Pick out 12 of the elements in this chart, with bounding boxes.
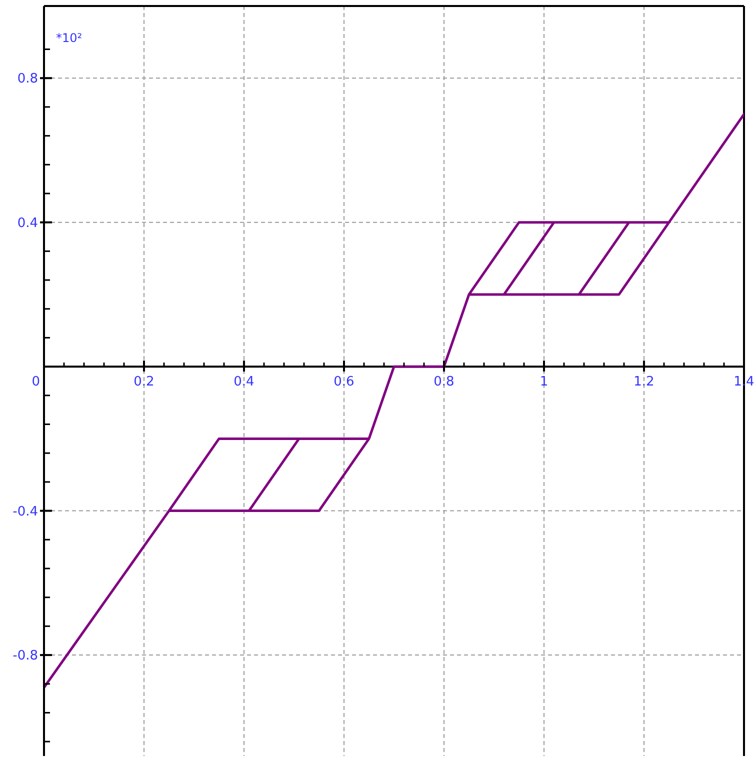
y-tick-label: 0.8 — [17, 72, 38, 87]
x-tick-label: 1.2 — [634, 374, 654, 390]
y-tick-label: -0.8 — [12, 648, 38, 664]
x-tick-label: 1 — [540, 374, 548, 390]
x-tick-label: 0.2 — [134, 374, 154, 390]
x-tick-label: 0.4 — [234, 374, 254, 390]
y-tick-label: 0.4 — [17, 216, 38, 231]
x-tick-label: 0.8 — [434, 374, 454, 390]
x-tick-label: 0 — [32, 374, 40, 390]
annotation: *10² — [56, 31, 82, 45]
y-tick-label: -0.4 — [12, 504, 38, 520]
x-tick-label: 0.6 — [334, 374, 354, 390]
